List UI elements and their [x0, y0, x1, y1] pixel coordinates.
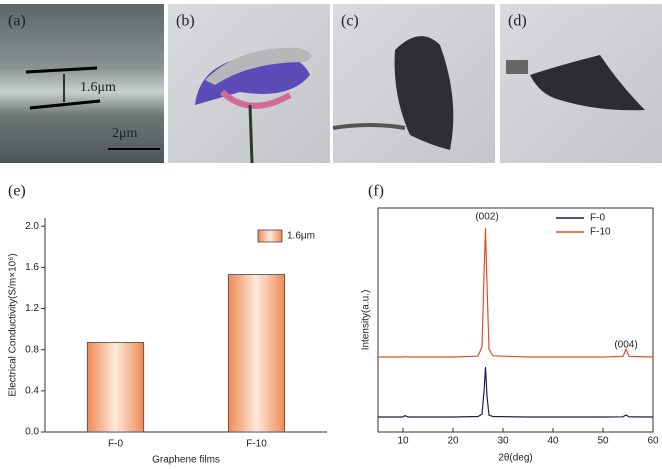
x-tick-label: 50 — [597, 436, 609, 447]
annotation: (002) — [475, 212, 498, 223]
series-line — [378, 366, 654, 418]
panel-label: (b) — [176, 13, 195, 30]
legend-swatch — [257, 229, 283, 243]
y-tick-label: 1.2 — [25, 303, 39, 314]
x-axis-title: 2θ(deg) — [498, 453, 532, 464]
y-axis-title: Intensity(a.u.) — [361, 290, 372, 351]
panel-label: (a) — [8, 13, 26, 30]
annotation: (004) — [614, 340, 637, 351]
y-tick-label: 0.4 — [25, 385, 39, 396]
annotation: 1.6μm — [80, 80, 116, 95]
legend-label: 1.6μm — [287, 231, 315, 242]
scale-label: 2μm — [112, 126, 138, 141]
x-tick-label: 20 — [447, 436, 459, 447]
y-tick-label: 0.8 — [25, 344, 39, 355]
legend-label: F-10 — [590, 227, 611, 238]
panel-label: (f) — [368, 183, 384, 200]
photo-b: (b) — [168, 4, 330, 164]
photo-c: (c) — [332, 4, 495, 163]
x-axis-title: Graphene films — [152, 455, 220, 466]
charts: (e) 0.0 0.4 0.8 1.2 1.6 2.0 F-0 F-10 1.6μm Graphen… — [8, 183, 659, 466]
x-tick-label: F-10 — [246, 439, 267, 450]
x-tick-label: 40 — [547, 436, 559, 447]
panel-label: (e) — [8, 183, 26, 200]
y-tick-label: 2.0 — [25, 221, 39, 232]
y-axis-title: Electrical Conductivity(S/m×10⁶) — [8, 253, 19, 396]
y-tick-label: 1.6 — [25, 262, 39, 273]
plot-frame — [377, 207, 654, 433]
legend-label: F-0 — [590, 213, 605, 224]
photo-d: (d) — [500, 4, 662, 163]
x-tick-label: F-0 — [108, 439, 123, 450]
photo-a: (a) 1.6μm 2μm — [0, 4, 164, 163]
x-tick-label: 10 — [397, 436, 409, 447]
x-tick-label: 60 — [647, 436, 659, 447]
y-tick-label: 0.0 — [25, 427, 39, 438]
bar — [227, 274, 286, 433]
series-line — [378, 228, 654, 358]
bar — [86, 342, 145, 433]
panel-label: (d) — [508, 13, 527, 30]
x-tick-label: 30 — [497, 436, 509, 447]
panel-label: (c) — [341, 13, 359, 30]
